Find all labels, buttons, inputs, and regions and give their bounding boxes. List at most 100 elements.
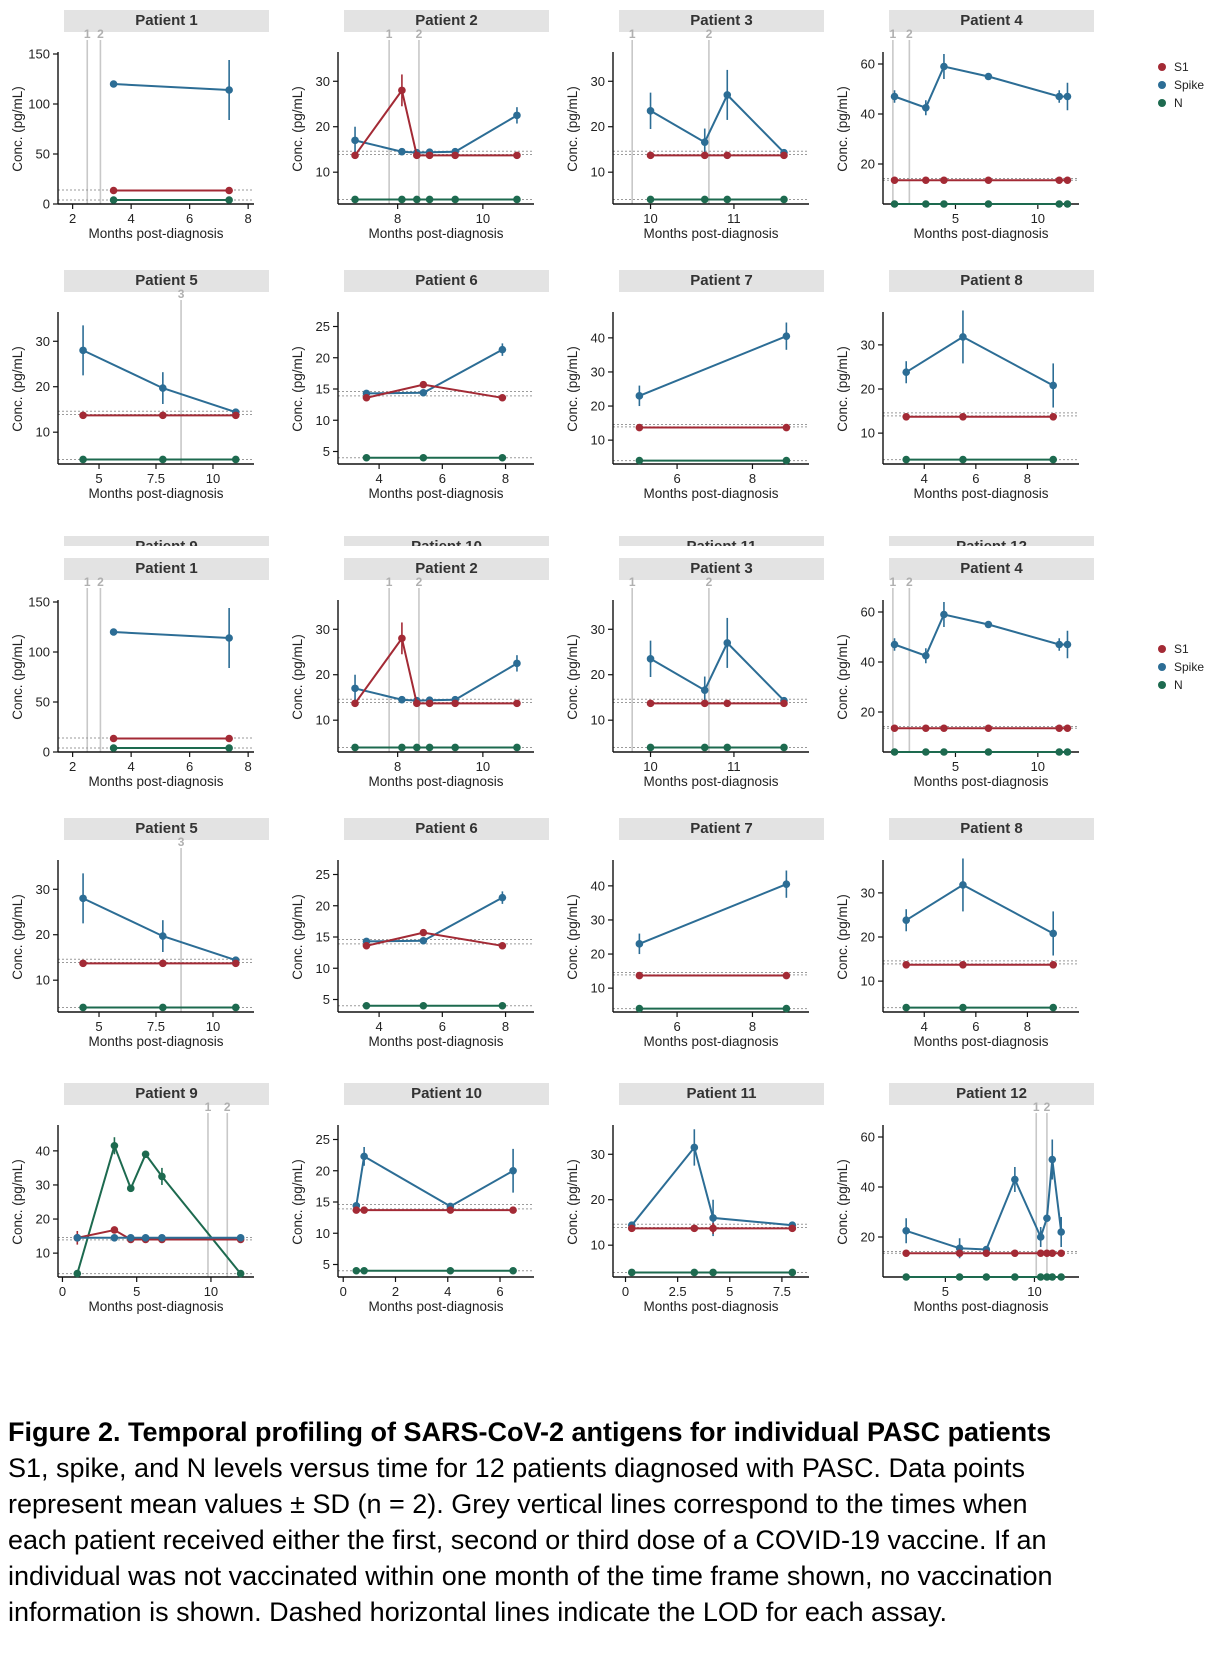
spike-series-line (354, 114, 518, 154)
spike-data-point (723, 91, 732, 99)
n-dot-icon (1158, 681, 1166, 689)
panel-title: Patient 9 (64, 1083, 269, 1105)
y-tick-label: 10 (591, 713, 605, 728)
n-data-point (890, 200, 899, 208)
panel-title: Patient 7 (619, 818, 824, 840)
caption-title: Figure 2. Temporal profiling of SARS-CoV… (8, 1417, 1052, 1447)
spike-data-point (351, 136, 359, 145)
panel-title: Patient 5 (64, 270, 269, 292)
s1-data-point (902, 412, 911, 421)
n-data-point (1063, 748, 1072, 756)
y-tick-label: 30 (36, 882, 50, 897)
n-data-point (788, 1268, 797, 1277)
x-tick-label: 8 (245, 759, 252, 774)
s1-data-point (984, 176, 993, 185)
spike-series-line (894, 65, 1068, 109)
n-data-point (451, 743, 459, 752)
panel-title: Patient 5 (64, 818, 269, 840)
x-axis-label: Months post-diagnosis (643, 1299, 778, 1314)
s1-data-point (723, 151, 732, 160)
vaccine-dose-label: 1 (386, 575, 393, 589)
spike-data-point (158, 1233, 166, 1242)
n-data-point (498, 453, 507, 462)
s1-data-point (419, 380, 428, 389)
panel-title: Patient 1 (64, 558, 269, 580)
n-data-point (352, 1266, 361, 1275)
spike-data-point (398, 147, 406, 156)
y-tick-label: 15 (316, 1195, 330, 1210)
n-data-point (419, 1001, 428, 1010)
s1-data-point (425, 151, 434, 160)
caption-line: information is shown. Dashed horizontal … (8, 1597, 947, 1627)
x-tick-label: 0 (59, 1284, 66, 1299)
chart-panel: Patient 5 3 10 20 30 5 7.5 10 Months post-diagno… (0, 260, 290, 530)
s1-data-point (110, 1226, 119, 1234)
spike-series-line (639, 883, 787, 945)
n-data-point (890, 748, 899, 756)
spike-data-point (509, 1166, 517, 1175)
spike-series-line (113, 83, 230, 91)
s1-data-point (723, 699, 732, 708)
s1-data-point (690, 1224, 699, 1233)
n-data-point (419, 453, 428, 462)
chart-panel: Patient 2 1 2 10 20 30 8 10 Months post-diagnosi… (280, 548, 570, 818)
x-tick-label: 6 (673, 471, 680, 486)
y-tick-label: 20 (861, 157, 875, 172)
x-tick-label: 8 (1024, 1019, 1031, 1034)
y-tick-label: 5 (323, 444, 330, 459)
spike-series-line (649, 641, 785, 702)
spike-data-point (1011, 1175, 1019, 1184)
n-series-line (76, 1142, 242, 1275)
spike-data-point (236, 1233, 245, 1242)
n-data-point (627, 1268, 636, 1277)
n-data-point (1055, 200, 1064, 208)
panel-title: Patient 4 (889, 558, 1094, 580)
x-tick-label: 8 (1024, 471, 1031, 486)
x-tick-label: 2 (392, 1284, 399, 1299)
spike-data-point (1049, 929, 1058, 938)
x-tick-label: 2 (69, 211, 76, 226)
s1-data-point (351, 699, 359, 708)
n-data-point (158, 1172, 166, 1181)
panel-title: Patient 6 (344, 818, 549, 840)
spike-data-point (635, 940, 644, 948)
chart-panel: Patient 8 10 20 30 4 6 8 Months post-diagnosis C… (825, 808, 1115, 1078)
n-data-point (782, 456, 791, 465)
s1-data-point (159, 959, 167, 968)
y-tick-label: 20 (591, 399, 605, 414)
s1-data-point (351, 151, 359, 160)
s1-data-point (982, 1249, 991, 1258)
y-axis-label: Conc. (pg/mL) (290, 346, 305, 432)
y-tick-label: 10 (36, 425, 50, 440)
x-tick-label: 5 (942, 1284, 949, 1299)
legend-item-s1: S1 (1158, 640, 1224, 658)
spike-data-point (890, 92, 899, 101)
spike-data-point (723, 639, 732, 647)
vaccine-dose-label: 2 (97, 575, 104, 589)
n-data-point (413, 743, 421, 752)
x-tick-label: 7.5 (773, 1284, 791, 1299)
panel-title: Patient 4 (889, 10, 1094, 32)
x-axis-label: Months post-diagnosis (88, 226, 223, 241)
y-tick-label: 10 (36, 1246, 50, 1261)
s1-data-point (959, 960, 967, 969)
spike-series-line (649, 93, 785, 154)
x-axis-label: Months post-diagnosis (368, 1034, 503, 1049)
y-tick-label: 10 (861, 974, 875, 989)
s1-data-point (398, 634, 406, 643)
spike-series-line (631, 1145, 793, 1227)
y-tick-label: 10 (36, 973, 50, 988)
x-axis-label: Months post-diagnosis (368, 486, 503, 501)
n-data-point (351, 743, 359, 752)
n-dot-icon (1158, 99, 1166, 107)
spike-data-point (959, 333, 967, 341)
n-data-point (709, 1268, 717, 1277)
n-data-point (110, 1141, 119, 1150)
s1-data-point (1063, 724, 1072, 733)
x-tick-label: 7.5 (147, 1019, 165, 1034)
y-axis-label: Conc. (pg/mL) (290, 894, 305, 980)
y-tick-label: 150 (28, 47, 50, 62)
